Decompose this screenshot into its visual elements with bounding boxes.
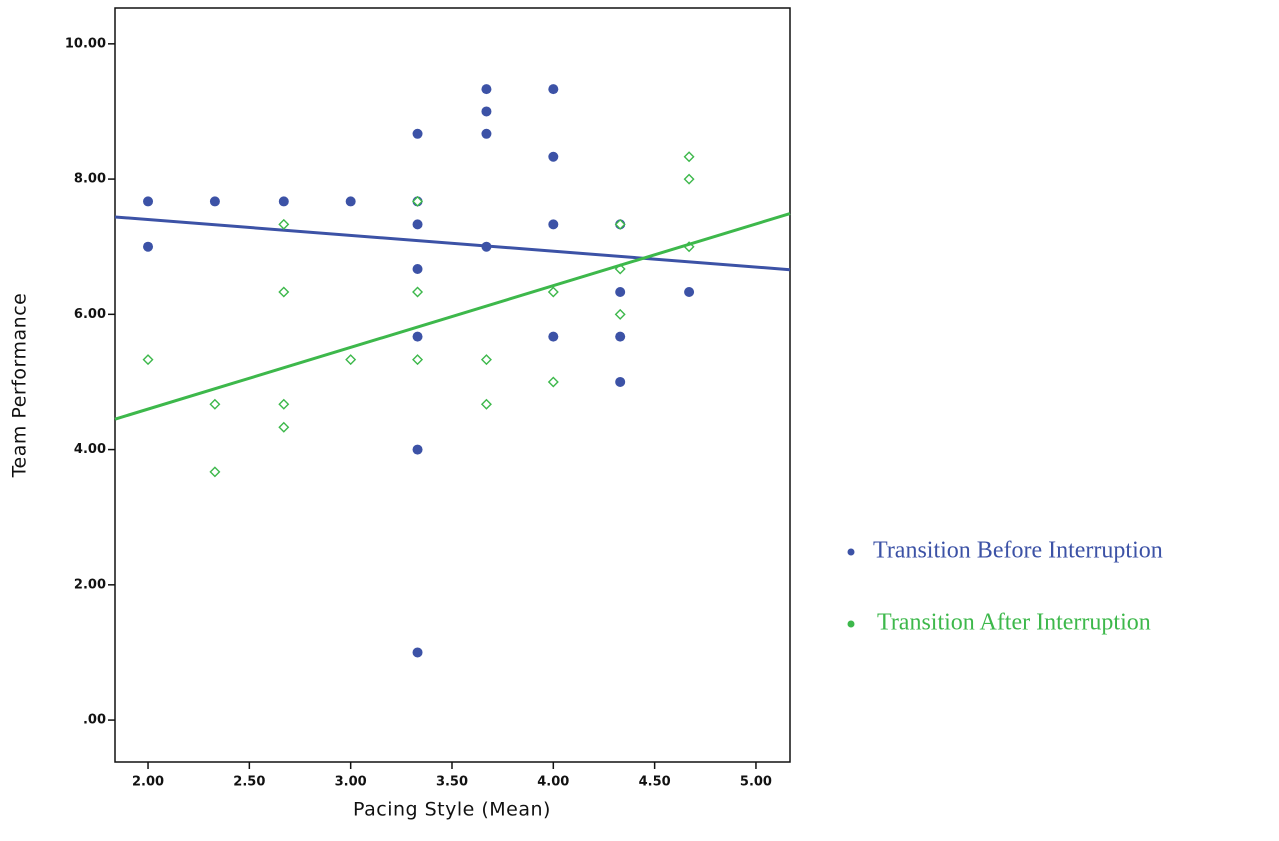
x-tick-label: 2.50 [233, 775, 265, 790]
x-tick-label: 2.00 [132, 775, 164, 790]
x-axis-label: Pacing Style (Mean) [353, 799, 551, 821]
point [143, 241, 154, 252]
point [412, 264, 423, 275]
y-tick-label: .00 [83, 713, 106, 728]
point [142, 354, 154, 366]
point [209, 466, 221, 478]
point [548, 84, 559, 95]
point [278, 286, 290, 298]
point [548, 331, 559, 342]
point [278, 421, 290, 433]
point [278, 398, 290, 410]
point [480, 398, 492, 410]
point [481, 84, 492, 95]
point [278, 218, 290, 230]
point [345, 196, 356, 207]
legend-marker [847, 548, 855, 556]
legend-label: Transition After Interruption [877, 610, 1151, 636]
y-tick-label: 10.00 [65, 36, 106, 51]
y-tick-label: 4.00 [74, 442, 106, 457]
point [480, 354, 492, 366]
y-tick-label: 8.00 [74, 172, 106, 187]
point [278, 196, 289, 207]
point [412, 331, 423, 342]
point [615, 331, 626, 342]
point [683, 151, 695, 163]
point [548, 151, 559, 162]
y-axis-label: Team Performance [9, 293, 31, 479]
point [209, 196, 220, 207]
point [143, 196, 154, 207]
plot-frame [114, 7, 791, 763]
point [547, 376, 559, 388]
point [548, 219, 559, 230]
x-tick-label: 4.50 [639, 775, 671, 790]
x-tick-label: 5.00 [740, 775, 772, 790]
y-tick-label: 6.00 [74, 307, 106, 322]
x-tick-label: 3.00 [335, 775, 367, 790]
point [683, 173, 695, 185]
point [345, 354, 357, 366]
fit-line [114, 212, 791, 421]
fit-line [114, 215, 791, 272]
point [615, 376, 626, 387]
point [209, 398, 221, 410]
x-tick-label: 3.50 [436, 775, 468, 790]
point [412, 195, 424, 207]
point [547, 286, 559, 298]
legend-marker [847, 620, 855, 628]
point [412, 219, 423, 230]
legend-label: Transition Before Interruption [873, 538, 1163, 564]
point [412, 286, 424, 298]
point [412, 647, 423, 658]
point [412, 444, 423, 455]
point [684, 287, 695, 298]
point [412, 128, 423, 139]
point [614, 218, 626, 230]
x-tick-label: 4.00 [537, 775, 569, 790]
point [614, 308, 626, 320]
y-tick-label: 2.00 [74, 577, 106, 592]
point [412, 354, 424, 366]
point [481, 106, 492, 117]
point [615, 287, 626, 298]
point [481, 128, 492, 139]
